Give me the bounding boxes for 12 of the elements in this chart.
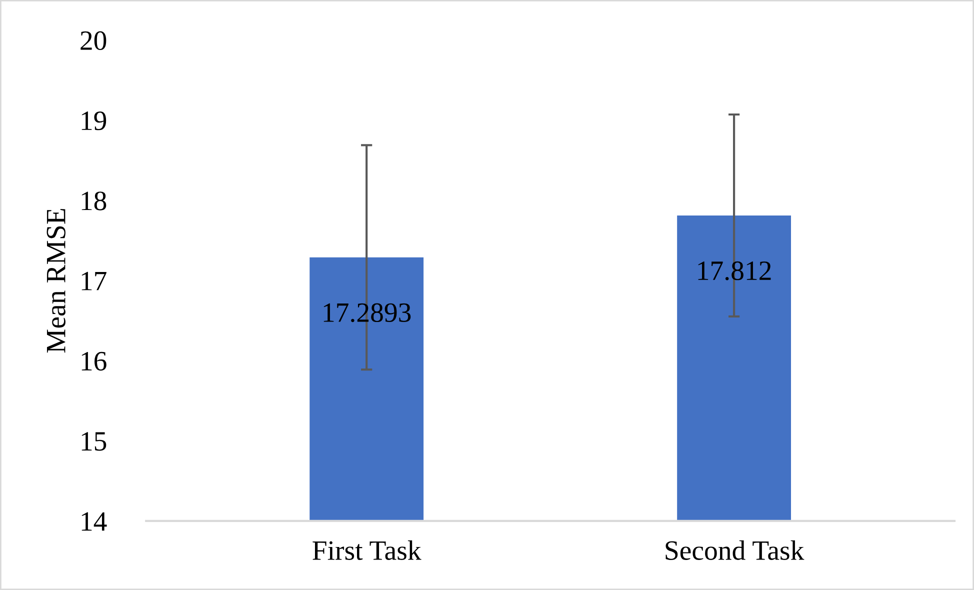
y-tick-label: 17 (82, 272, 106, 290)
x-tick-label: Second Task (666, 540, 804, 560)
data-label: 17.812 (698, 261, 771, 280)
y-tick-label: 15 (82, 432, 106, 451)
y-axis-title: Mean RMSE (46, 209, 66, 353)
y-tick-label: 20 (80, 31, 106, 50)
y-tick-label: 16 (82, 352, 106, 371)
y-tick-label: 14 (82, 512, 107, 531)
x-tick-label: First Task (312, 540, 422, 560)
y-tick-label: 19 (82, 112, 106, 130)
data-label: 17.2893 (324, 303, 411, 322)
y-tick-label: 18 (82, 192, 106, 210)
